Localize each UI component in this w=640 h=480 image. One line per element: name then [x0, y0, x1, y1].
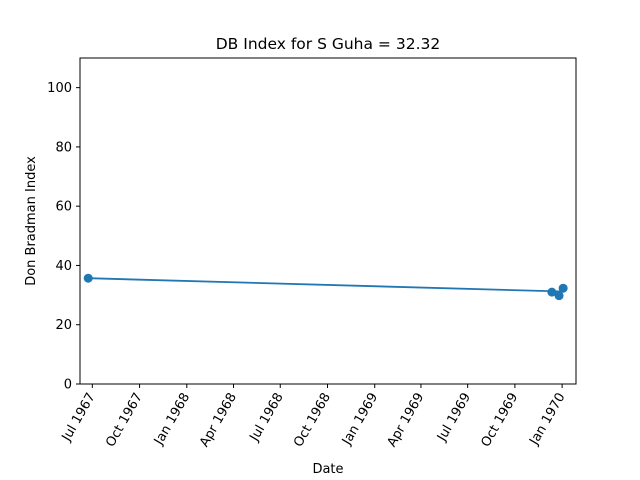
y-tick-label: 100 — [47, 81, 72, 96]
y-tick-label: 20 — [55, 318, 72, 333]
x-tick-label: Jan 1968 — [151, 391, 193, 449]
x-tick-label: Apr 1968 — [197, 391, 240, 450]
x-tick-label: Apr 1969 — [385, 391, 428, 450]
y-tick-label: 40 — [55, 259, 72, 274]
plot-frame — [79, 57, 577, 385]
x-tick-label: Jul 1967 — [59, 391, 99, 445]
x-tick-label: Jul 1968 — [247, 391, 287, 445]
chart-title: DB Index for S Guha = 32.32 — [216, 35, 440, 53]
y-tick-label: 0 — [64, 378, 72, 393]
data-point — [554, 291, 564, 301]
y-tick-label: 60 — [55, 200, 72, 215]
y-tick-label: 80 — [55, 140, 72, 155]
x-axis-label: Date — [312, 462, 343, 477]
y-axis: 0 20 40 60 80 100 — [47, 81, 80, 393]
x-axis: Jul 1967 Oct 1967 Jan 1968 Apr 1968 Jul 1968… — [59, 384, 569, 450]
series-layer — [83, 273, 568, 301]
x-tick-label: Jan 1970 — [526, 391, 568, 449]
data-point — [547, 287, 557, 297]
data-point — [558, 283, 568, 293]
data-point — [83, 273, 93, 283]
x-tick-label: Jul 1969 — [434, 391, 474, 445]
x-tick-label: Oct 1969 — [479, 391, 522, 450]
x-tick-label: Oct 1967 — [103, 391, 146, 450]
y-axis-label: Don Bradman Index — [24, 156, 39, 286]
plot-area — [79, 57, 577, 385]
x-tick-label: Jan 1969 — [339, 391, 381, 449]
x-tick-label: Oct 1968 — [291, 391, 334, 450]
trend-line — [88, 277, 564, 293]
